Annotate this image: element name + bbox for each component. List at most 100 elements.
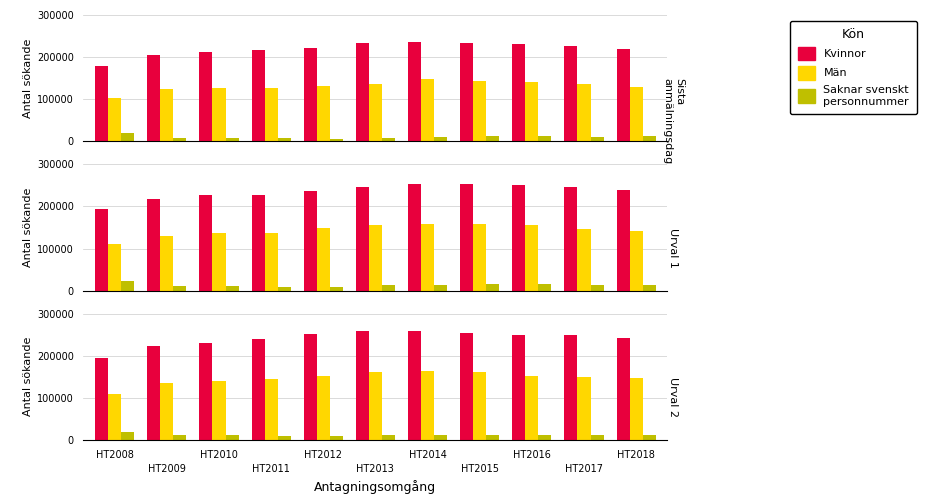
Bar [121, 133, 134, 141]
Bar [590, 285, 603, 290]
Bar [629, 231, 642, 290]
Bar [356, 43, 369, 142]
Y-axis label: Antal sökande: Antal sökande [22, 337, 32, 416]
Bar [408, 184, 421, 290]
Bar [487, 284, 500, 290]
Bar [487, 434, 500, 440]
Bar [317, 86, 330, 142]
Bar [513, 334, 526, 440]
Bar [434, 285, 447, 290]
Bar [317, 376, 330, 440]
X-axis label: Antagningsomgång: Antagningsomgång [314, 480, 437, 494]
Bar [225, 138, 238, 141]
Bar [382, 138, 395, 141]
Bar [278, 138, 291, 141]
Bar [421, 79, 434, 142]
Bar [199, 343, 212, 440]
Bar [421, 371, 434, 440]
Bar [330, 138, 343, 141]
Bar [173, 138, 186, 141]
Bar [526, 226, 539, 290]
Bar [565, 46, 578, 142]
Bar [629, 86, 642, 142]
Bar [199, 52, 212, 142]
Bar [460, 184, 473, 290]
Bar [616, 338, 629, 440]
Bar [369, 84, 382, 141]
Bar [434, 137, 447, 141]
Bar [264, 379, 278, 440]
Bar [526, 82, 539, 142]
Bar [590, 435, 603, 440]
Bar [356, 186, 369, 290]
Bar [212, 234, 225, 290]
Bar [95, 210, 108, 290]
Bar [278, 286, 291, 290]
Bar [513, 186, 526, 290]
Text: Sista
anmälningsdag: Sista anmälningsdag [663, 78, 684, 164]
Bar [565, 336, 578, 440]
Bar [95, 66, 108, 142]
Bar [539, 435, 552, 440]
Bar [642, 285, 655, 290]
Bar [251, 339, 264, 440]
Bar [173, 286, 186, 290]
Bar [460, 334, 473, 440]
Bar [108, 394, 121, 440]
Bar [382, 435, 395, 440]
Bar [304, 334, 317, 440]
Bar [473, 81, 487, 142]
Bar [278, 436, 291, 440]
Text: Urval 2: Urval 2 [668, 377, 679, 417]
Bar [95, 358, 108, 440]
Bar [121, 432, 134, 440]
Bar [408, 42, 421, 141]
Bar [212, 381, 225, 440]
Legend: Kvinnor, Män, Saknar svenskt
personnummer: Kvinnor, Män, Saknar svenskt personnumme… [790, 20, 917, 114]
Bar [421, 224, 434, 290]
Bar [147, 346, 160, 440]
Bar [487, 136, 500, 141]
Bar [147, 55, 160, 142]
Text: Urval 1: Urval 1 [668, 228, 679, 268]
Bar [369, 225, 382, 290]
Bar [304, 48, 317, 142]
Y-axis label: Antal sökande: Antal sökande [22, 188, 32, 267]
Bar [251, 50, 264, 142]
Bar [642, 435, 655, 440]
Bar [121, 282, 134, 290]
Bar [160, 383, 173, 440]
Bar [356, 331, 369, 440]
Bar [147, 199, 160, 290]
Bar [369, 372, 382, 440]
Bar [225, 286, 238, 290]
Bar [330, 287, 343, 290]
Bar [565, 188, 578, 290]
Bar [264, 88, 278, 142]
Bar [304, 191, 317, 290]
Bar [251, 194, 264, 290]
Bar [616, 48, 629, 142]
Bar [590, 137, 603, 141]
Y-axis label: Antal sökande: Antal sökande [22, 38, 32, 118]
Bar [539, 284, 552, 290]
Bar [330, 436, 343, 440]
Bar [578, 84, 590, 141]
Bar [317, 228, 330, 290]
Bar [578, 229, 590, 290]
Bar [642, 136, 655, 141]
Bar [434, 434, 447, 440]
Bar [199, 195, 212, 290]
Bar [473, 372, 487, 440]
Bar [225, 436, 238, 440]
Bar [408, 331, 421, 440]
Bar [460, 43, 473, 142]
Bar [382, 286, 395, 290]
Bar [212, 88, 225, 142]
Bar [108, 98, 121, 142]
Bar [264, 232, 278, 290]
Bar [473, 224, 487, 290]
Bar [629, 378, 642, 440]
Bar [160, 236, 173, 290]
Bar [578, 377, 590, 440]
